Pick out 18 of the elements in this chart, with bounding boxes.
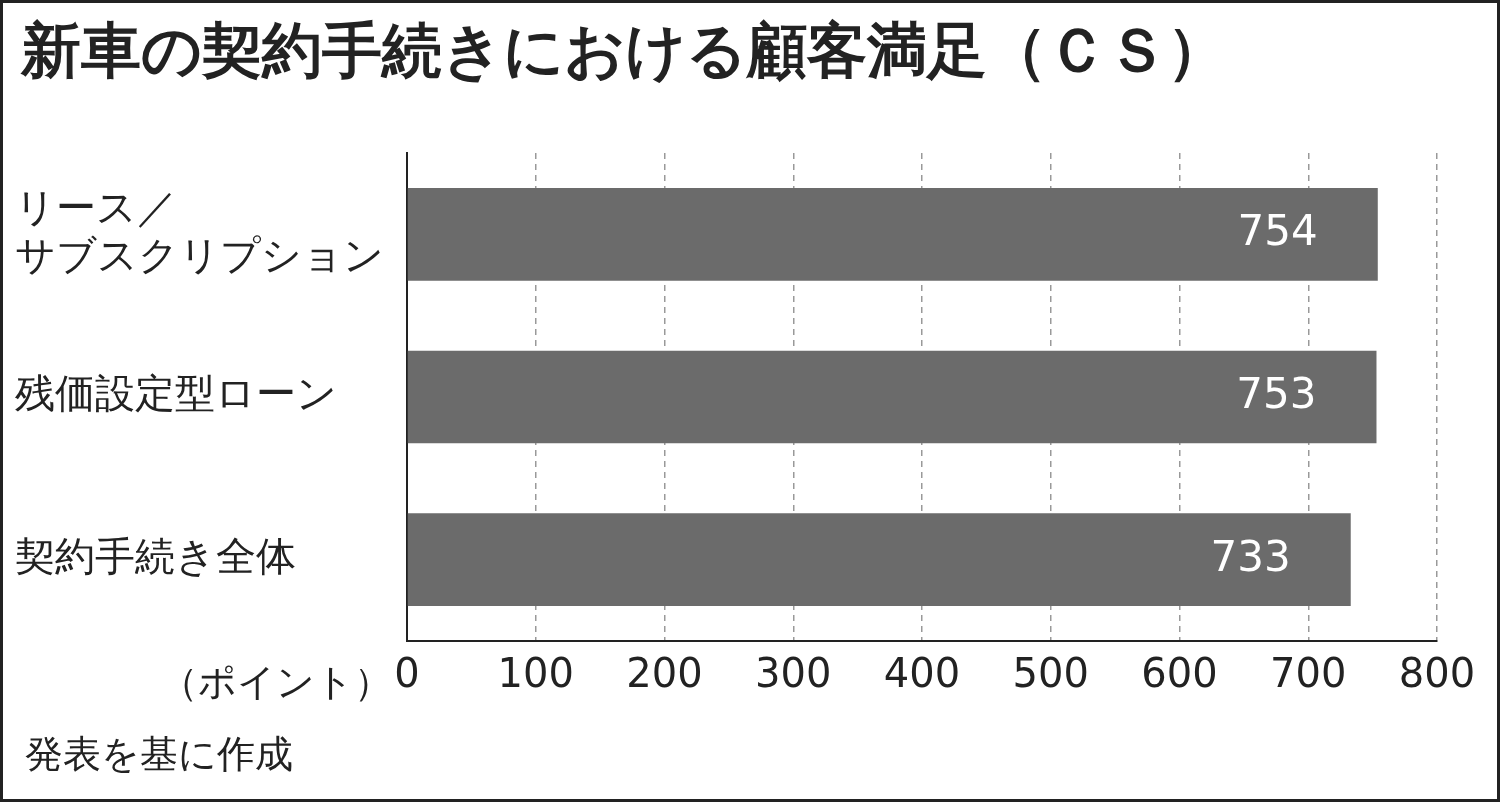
x-tick-label: 600 (1141, 650, 1218, 697)
x-tick-label: 500 (1012, 650, 1089, 697)
x-tick-label: 700 (1270, 650, 1347, 697)
x-tick-label: 400 (883, 650, 961, 697)
y-tick-label: 残価設定型ローン (15, 370, 337, 417)
x-tick-label: 800 (1398, 650, 1476, 697)
chart-title: 新車の契約手続きにおける顧客満足（ＣＳ） (21, 14, 1227, 87)
data-label: 754 (1237, 206, 1318, 256)
y-tick-label: リース／サブスクリプション (15, 183, 384, 278)
text: 発表を基に作成 (25, 731, 293, 778)
x-axis-title: （ポイント） (160, 659, 392, 704)
x-tick-label: 100 (497, 650, 574, 697)
y-tick-label: 契約手続き全体 (15, 533, 296, 580)
x-tick-label: 0 (394, 650, 420, 697)
data-label: 733 (1210, 531, 1291, 581)
data-label: 753 (1236, 368, 1317, 418)
x-tick-label: 200 (626, 650, 703, 697)
x-tick-label: 300 (755, 650, 832, 697)
